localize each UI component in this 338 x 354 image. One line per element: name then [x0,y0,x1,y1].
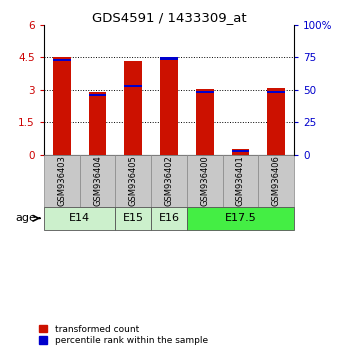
Text: E15: E15 [123,213,144,223]
Bar [53,57,71,155]
Bar [115,155,151,206]
Title: GDS4591 / 1433309_at: GDS4591 / 1433309_at [92,11,246,24]
Bar [223,155,258,206]
Text: GSM936404: GSM936404 [93,155,102,206]
Bar [80,155,115,206]
Bar [151,206,187,230]
Text: GSM936402: GSM936402 [165,155,173,206]
Bar [196,89,214,155]
Bar [196,91,214,93]
Bar [124,61,142,155]
Bar [160,57,178,59]
Text: age: age [15,213,36,223]
Text: E17.5: E17.5 [224,213,256,223]
Bar [232,149,249,155]
Bar [232,150,249,152]
Bar [44,155,80,206]
Text: E14: E14 [69,213,90,223]
Bar [267,88,285,155]
Bar [160,58,178,155]
Bar [258,155,294,206]
Bar [267,91,285,93]
Bar [115,206,151,230]
Bar [89,94,106,96]
Legend: transformed count, percentile rank within the sample: transformed count, percentile rank withi… [38,324,209,346]
Text: GSM936401: GSM936401 [236,155,245,206]
Text: GSM936405: GSM936405 [129,155,138,206]
Text: E16: E16 [159,213,179,223]
Bar [124,85,142,87]
Bar [53,59,71,61]
Text: GSM936400: GSM936400 [200,155,209,206]
Bar [44,206,115,230]
Text: GSM936403: GSM936403 [57,155,66,206]
Bar [89,92,106,155]
Bar [187,206,294,230]
Text: GSM936406: GSM936406 [272,155,281,206]
Bar [187,155,223,206]
Bar [151,155,187,206]
